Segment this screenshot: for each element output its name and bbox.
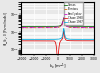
Corcos [49,26,50,27]
Corcos [33,26,35,27]
Smol'yakov [92,27,93,28]
Smol'yakov [93,27,95,28]
Corcos [21,26,22,27]
Chase 1987 [93,39,95,40]
Chase 1987 [33,39,35,40]
Corcos [52,26,53,27]
Efimtsov [84,27,85,28]
Smol'yakov [29,27,30,28]
Chase 1980 [49,40,50,41]
Chase 1987 [49,39,50,40]
Chase 1987 [52,39,53,40]
Chase 1980 [92,40,93,41]
Efimtsov [63,19,64,20]
Line: Chase 1980: Chase 1980 [21,30,94,67]
Chase 1980 [33,40,35,41]
Chase 1980 [29,40,30,41]
Efimtsov [33,27,35,28]
Chase 1987 [92,39,93,40]
Smol'yakov [33,27,35,28]
Legend: Corcos, Efimtsov, Smol'yakov, Chase 1980, Chase 1987: Corcos, Efimtsov, Smol'yakov, Chase 1980… [64,2,83,25]
Corcos [92,26,93,27]
Line: Smol'yakov: Smol'yakov [21,17,94,27]
Chase 1987 [63,28,64,29]
Efimtsov [93,27,95,28]
Chase 1980 [93,40,95,41]
Line: Chase 1987: Chase 1987 [21,28,94,39]
Corcos [93,26,95,27]
Corcos [63,18,64,19]
Line: Efimtsov: Efimtsov [21,20,94,28]
Y-axis label: $\Phi_{pp}(k_x,0)$ [Pa$^2$m/(rad/s)]: $\Phi_{pp}(k_x,0)$ [Pa$^2$m/(rad/s)] [2,11,10,46]
Chase 1980 [52,40,53,41]
Efimtsov [29,27,30,28]
Efimtsov [21,27,22,28]
Chase 1980 [21,40,22,41]
Corcos [29,26,30,27]
Chase 1980 [63,30,64,31]
Corcos [84,26,85,27]
Efimtsov [92,27,93,28]
Chase 1987 [29,39,30,40]
Smol'yakov [21,27,22,28]
Efimtsov [52,27,53,28]
Smol'yakov [49,27,50,28]
Chase 1987 [84,39,85,40]
Chase 1980 [84,40,85,41]
Line: Corcos: Corcos [21,18,94,27]
Smol'yakov [63,17,64,18]
X-axis label: $k_x$ [m$^{-1}$]: $k_x$ [m$^{-1}$] [49,61,67,71]
Smol'yakov [52,27,53,28]
Efimtsov [49,27,50,28]
Smol'yakov [84,27,85,28]
Chase 1987 [21,39,22,40]
